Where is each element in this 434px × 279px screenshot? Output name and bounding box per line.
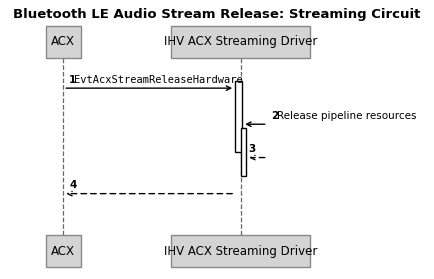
Text: ACX: ACX: [51, 35, 76, 48]
Bar: [46, 235, 80, 267]
Text: Bluetooth LE Audio Stream Release: Streaming Circuit: Bluetooth LE Audio Stream Release: Strea…: [13, 8, 421, 21]
Text: ACX: ACX: [51, 245, 76, 258]
Text: 3: 3: [248, 144, 255, 154]
Bar: [235, 81, 242, 152]
Bar: [171, 26, 310, 57]
Bar: [171, 235, 310, 267]
Text: Release pipeline resources: Release pipeline resources: [276, 111, 416, 121]
Text: EvtAcxStreamReleaseHardware: EvtAcxStreamReleaseHardware: [74, 75, 243, 85]
Text: IHV ACX Streaming Driver: IHV ACX Streaming Driver: [164, 35, 317, 48]
Text: IHV ACX Streaming Driver: IHV ACX Streaming Driver: [164, 245, 317, 258]
Text: 2: 2: [271, 111, 279, 121]
Bar: [46, 26, 80, 57]
Text: 1: 1: [69, 75, 76, 85]
Bar: [240, 128, 246, 175]
Text: 4: 4: [70, 180, 77, 190]
